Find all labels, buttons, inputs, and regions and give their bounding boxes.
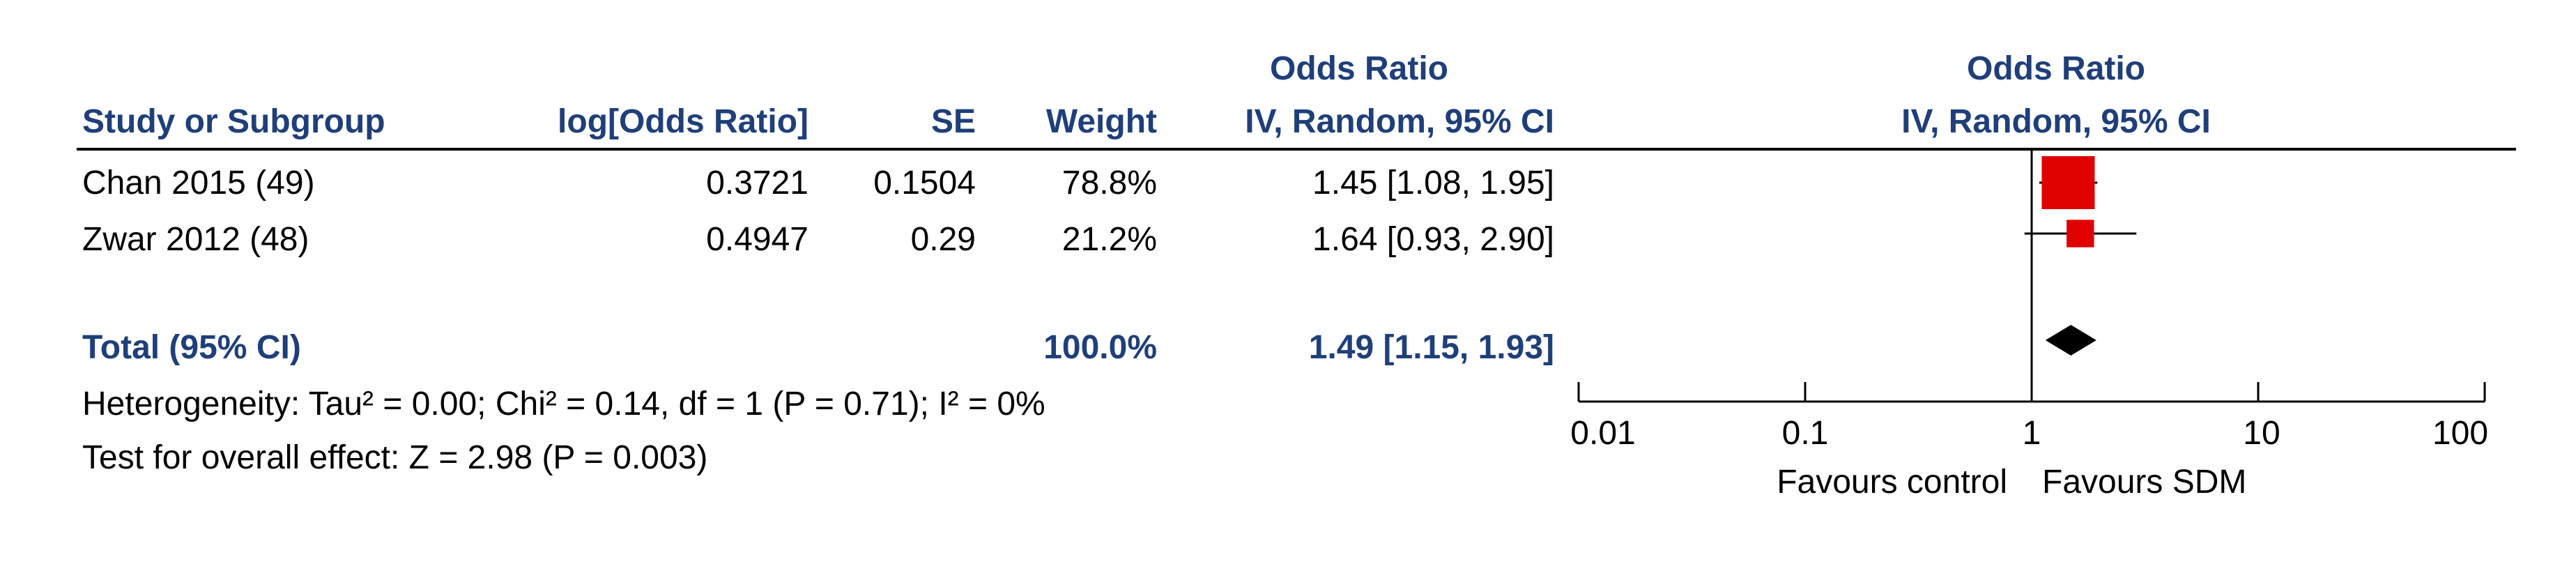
row-se: 0.29 — [910, 221, 976, 258]
header-plot-bottom: IV, Random, 95% CI — [1901, 103, 2211, 140]
header-plot-top: Odds Ratio — [1966, 50, 2145, 87]
row-or-ci: 1.45 [1.08, 1.95] — [1312, 165, 1554, 201]
row-se: 0.1504 — [873, 165, 976, 201]
header-or-top: Odds Ratio — [1269, 50, 1448, 87]
row-log-or: 0.4947 — [706, 221, 808, 258]
header-or-bottom: IV, Random, 95% CI — [1245, 103, 1554, 140]
row-study-name: Zwar 2012 (48) — [82, 221, 309, 258]
total-or-ci: 1.49 [1.15, 1.93] — [1308, 329, 1554, 366]
header-study: Study or Subgroup — [82, 103, 385, 140]
row-or-ci: 1.64 [0.93, 2.90] — [1312, 221, 1554, 258]
tick-label-0.01: 0.01 — [1570, 415, 1636, 452]
pooled-diamond — [2045, 325, 2096, 356]
tick-label-1: 1 — [2022, 415, 2041, 452]
row-weight: 21.2% — [1061, 221, 1157, 258]
study-marker — [2067, 220, 2094, 247]
total-weight: 100.0% — [1043, 329, 1157, 366]
row-log-or: 0.3721 — [706, 165, 808, 201]
overall-effect-note: Test for overall effect: Z = 2.98 (P = 0… — [82, 439, 708, 476]
tick-label-0.1: 0.1 — [1781, 415, 1829, 452]
favours-left-label: Favours control — [1777, 464, 2007, 501]
study-marker — [2041, 156, 2095, 209]
header-weight: Weight — [1045, 103, 1157, 140]
row-weight: 78.8% — [1061, 165, 1157, 201]
row-study-name: Chan 2015 (49) — [82, 165, 315, 201]
total-label: Total (95% CI) — [82, 329, 301, 366]
header-log-or: log[Odds Ratio] — [558, 103, 808, 140]
favours-right-label: Favours SDM — [2042, 464, 2247, 501]
tick-label-100: 100 — [2432, 415, 2489, 452]
heterogeneity-note: Heterogeneity: Tau² = 0.00; Chi² = 0.14,… — [82, 386, 1045, 422]
tick-label-10: 10 — [2243, 415, 2280, 452]
header-se: SE — [930, 103, 976, 140]
